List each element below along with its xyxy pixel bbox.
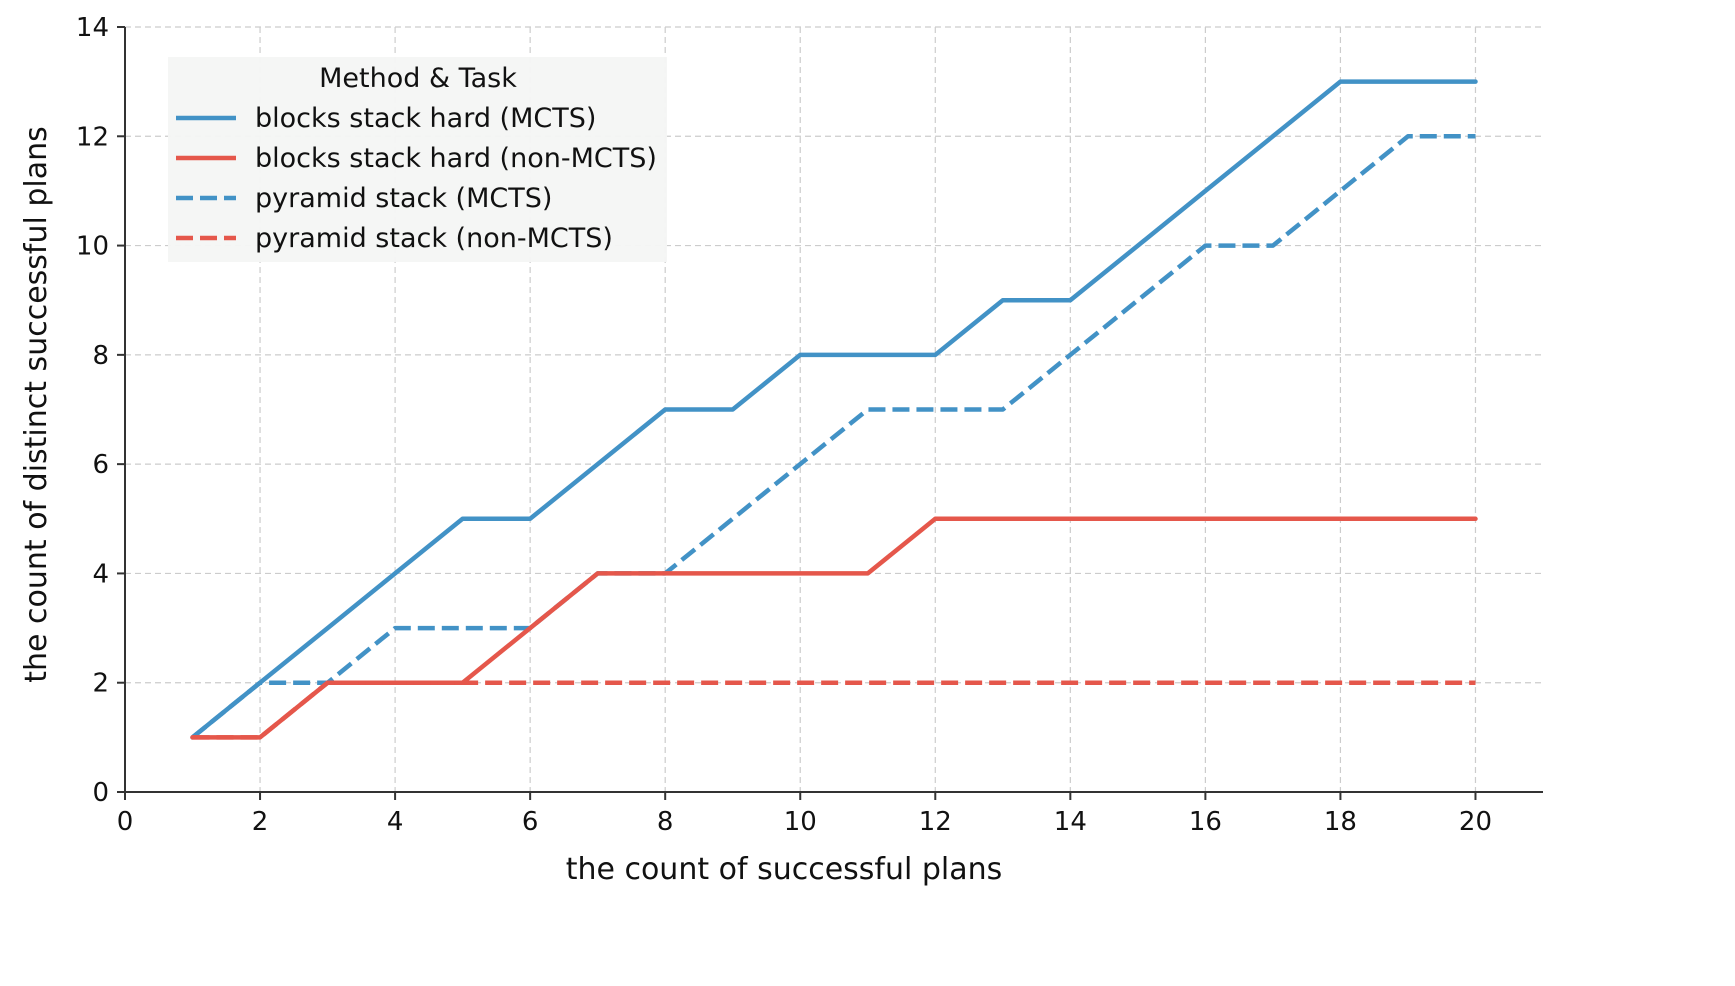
x-tick-label: 18 [1324, 807, 1357, 837]
x-tick-label: 20 [1459, 807, 1492, 837]
series-line-3 [191, 134, 1476, 740]
legend-label-2: blocks stack hard (non-MCTS) [255, 143, 657, 174]
x-tick-label: 14 [1054, 807, 1087, 837]
x-tick-label: 6 [522, 807, 539, 837]
x-tick-label: 10 [784, 807, 817, 837]
x-ticks: 0 2 4 6 8 10 12 14 16 18 20 [117, 792, 1492, 837]
series-line-4 [192, 680, 1476, 740]
y-tick-label: 4 [92, 559, 109, 589]
legend-box [168, 57, 667, 262]
y-tick-label: 2 [92, 669, 109, 699]
legend: Method & Task blocks stack hard (MCTS) bl… [168, 57, 667, 262]
x-tick-label: 4 [387, 807, 404, 837]
y-axis-label: the count of distinct successful plans [19, 126, 54, 683]
y-ticks: 0 2 4 6 8 10 12 14 [76, 13, 125, 808]
x-axis-label: the count of successful plans [566, 852, 1003, 887]
axes [124, 27, 1543, 793]
series-line-2 [190, 516, 1478, 740]
y-tick-label: 6 [92, 450, 109, 480]
x-tick-label: 0 [117, 807, 134, 837]
legend-title: Method & Task [319, 63, 517, 94]
x-tick-label: 8 [657, 807, 674, 837]
y-tick-label: 10 [76, 232, 109, 262]
x-tick-label: 16 [1189, 807, 1222, 837]
x-tick-label: 2 [252, 807, 269, 837]
y-tick-label: 8 [92, 341, 109, 371]
legend-label-4: pyramid stack (non-MCTS) [255, 223, 613, 254]
y-tick-label: 12 [76, 122, 109, 152]
y-tick-label: 14 [76, 13, 109, 43]
series [190, 79, 1478, 740]
y-tick-label: 0 [92, 778, 109, 808]
x-tick-label: 12 [919, 807, 952, 837]
series-line-1 [190, 79, 1478, 740]
legend-label-1: blocks stack hard (MCTS) [255, 103, 596, 134]
legend-label-3: pyramid stack (MCTS) [255, 183, 552, 214]
